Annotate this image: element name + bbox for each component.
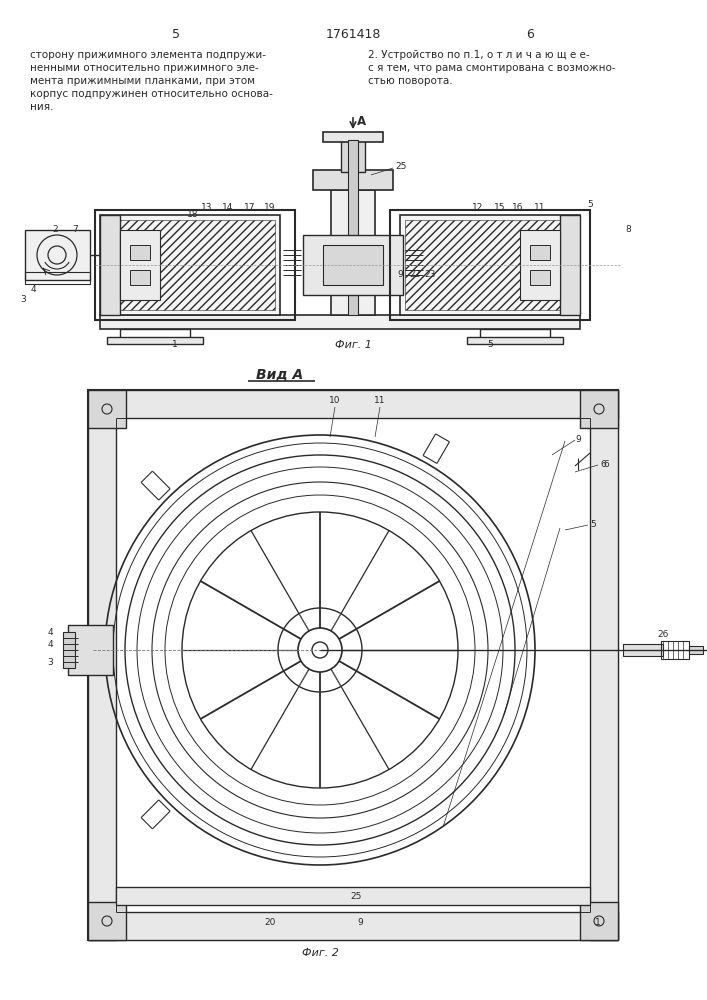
Bar	[130, 245, 150, 260]
Bar	[100, 215, 280, 315]
Text: 5: 5	[487, 340, 493, 349]
Text: 1761418: 1761418	[325, 28, 380, 41]
Text: 5: 5	[172, 28, 180, 41]
Text: ненными относительно прижимного эле-: ненными относительно прижимного эле-	[30, 63, 259, 73]
Bar	[348, 140, 358, 315]
Bar	[95, 210, 295, 320]
Text: 3: 3	[20, 295, 25, 304]
Bar	[88, 912, 618, 940]
Text: 5: 5	[587, 200, 593, 209]
Text: А: А	[357, 115, 366, 128]
Bar	[88, 902, 126, 940]
Bar	[68, 625, 113, 675]
Bar	[303, 235, 403, 295]
Bar	[323, 132, 383, 142]
Text: Вид А: Вид А	[257, 368, 303, 382]
Text: 1: 1	[595, 918, 601, 927]
Text: 12: 12	[472, 203, 484, 212]
Text: 9: 9	[397, 270, 403, 279]
Text: 26: 26	[658, 630, 669, 639]
Text: 3: 3	[47, 658, 53, 667]
Text: корпус подпружинен относительно основа-: корпус подпружинен относительно основа-	[30, 89, 273, 99]
Text: с я тем, что рама смонтирована с возможно-: с я тем, что рама смонтирована с возможн…	[368, 63, 616, 73]
Bar	[88, 390, 126, 428]
Bar	[661, 641, 689, 659]
Bar	[323, 245, 383, 285]
Bar	[100, 315, 580, 329]
Text: 11: 11	[374, 396, 386, 405]
Text: ния.: ния.	[30, 102, 54, 112]
Bar	[107, 337, 203, 344]
Bar	[88, 390, 618, 940]
Text: 6: 6	[526, 28, 534, 41]
Bar	[400, 215, 580, 315]
Bar	[580, 390, 618, 428]
Bar	[560, 215, 580, 315]
Text: 22: 22	[409, 270, 421, 279]
Text: 16: 16	[513, 203, 524, 212]
Text: 14: 14	[222, 203, 234, 212]
Bar	[88, 390, 116, 940]
Text: 5: 5	[590, 520, 596, 529]
Text: стью поворота.: стью поворота.	[368, 76, 452, 86]
Bar	[25, 272, 90, 284]
Text: 6: 6	[603, 460, 609, 469]
Text: 18: 18	[187, 210, 199, 219]
Bar	[120, 230, 160, 300]
Bar	[313, 170, 393, 190]
Bar	[390, 210, 590, 320]
Bar	[116, 887, 590, 905]
Text: 7: 7	[72, 225, 78, 234]
Text: Фиг. 1: Фиг. 1	[334, 340, 371, 350]
Bar	[105, 220, 275, 310]
Bar	[341, 140, 365, 172]
Bar	[331, 190, 375, 315]
Text: 13: 13	[201, 203, 213, 212]
Bar	[88, 390, 618, 418]
Text: 23: 23	[424, 270, 436, 279]
Bar	[130, 270, 150, 285]
Bar	[120, 329, 190, 341]
Bar	[590, 390, 618, 940]
Text: 6: 6	[600, 460, 606, 469]
Text: 19: 19	[264, 203, 276, 212]
Text: 15: 15	[494, 203, 506, 212]
Text: 8: 8	[625, 225, 631, 234]
Text: 25: 25	[350, 892, 361, 901]
Bar	[623, 644, 663, 656]
Text: мента прижимными планками, при этом: мента прижимными планками, при этом	[30, 76, 255, 86]
Text: 11: 11	[534, 203, 546, 212]
Text: 10: 10	[329, 396, 341, 405]
Bar	[100, 215, 120, 315]
Text: 17: 17	[244, 203, 256, 212]
Bar	[405, 220, 575, 310]
Text: 4: 4	[47, 628, 53, 637]
Text: 9: 9	[575, 435, 580, 444]
Bar	[530, 270, 550, 285]
Bar	[467, 337, 563, 344]
Bar	[25, 230, 90, 280]
Text: сторону прижимного элемента подпружи-: сторону прижимного элемента подпружи-	[30, 50, 266, 60]
Text: 1: 1	[172, 340, 178, 349]
Bar	[63, 632, 75, 668]
Text: 9: 9	[357, 918, 363, 927]
Bar	[480, 329, 550, 341]
Bar	[689, 646, 703, 654]
Text: 4: 4	[47, 640, 53, 649]
Text: 2. Устройство по п.1, о т л и ч а ю щ е е-: 2. Устройство по п.1, о т л и ч а ю щ е …	[368, 50, 590, 60]
Text: 20: 20	[264, 918, 276, 927]
Text: Фиг. 2: Фиг. 2	[302, 948, 339, 958]
Bar	[520, 230, 560, 300]
Bar	[530, 245, 550, 260]
Bar	[580, 902, 618, 940]
Text: 4: 4	[30, 285, 36, 294]
Text: 2: 2	[52, 225, 58, 234]
Text: 25: 25	[395, 162, 407, 171]
